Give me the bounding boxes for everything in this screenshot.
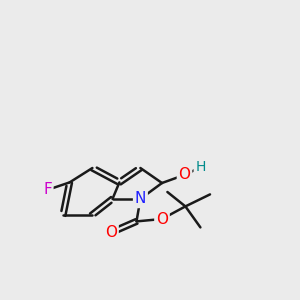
- Text: F: F: [43, 182, 52, 197]
- Text: N: N: [135, 191, 146, 206]
- Text: H: H: [195, 160, 206, 174]
- Text: O: O: [156, 212, 168, 226]
- Text: O: O: [178, 167, 190, 182]
- Text: O: O: [105, 225, 117, 240]
